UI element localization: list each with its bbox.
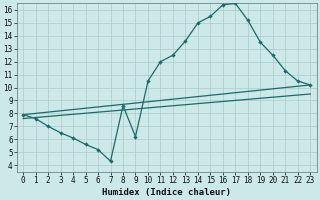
X-axis label: Humidex (Indice chaleur): Humidex (Indice chaleur) (102, 188, 231, 197)
